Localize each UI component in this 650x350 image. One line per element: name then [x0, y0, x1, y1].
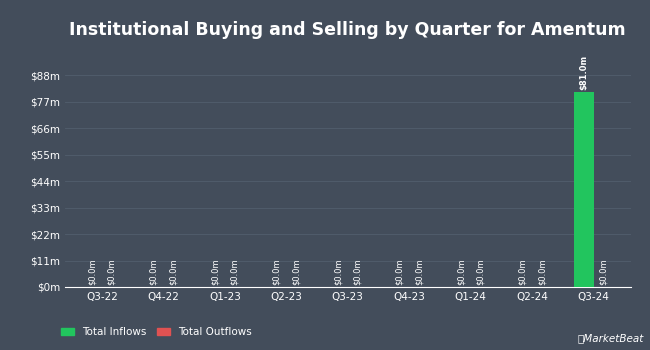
- Text: $0.0m: $0.0m: [599, 258, 608, 285]
- Text: $0.0m: $0.0m: [538, 258, 547, 285]
- Text: $81.0m: $81.0m: [579, 55, 588, 90]
- Text: $0.0m: $0.0m: [107, 258, 116, 285]
- Legend: Total Inflows, Total Outflows: Total Inflows, Total Outflows: [57, 323, 255, 341]
- Text: $0.0m: $0.0m: [456, 258, 465, 285]
- Text: $0.0m: $0.0m: [476, 258, 485, 285]
- Text: $0.0m: $0.0m: [415, 258, 424, 285]
- Text: $0.0m: $0.0m: [353, 258, 362, 285]
- Text: $0.0m: $0.0m: [230, 258, 239, 285]
- Text: $0.0m: $0.0m: [292, 258, 300, 285]
- Text: $0.0m: $0.0m: [149, 258, 158, 285]
- Text: $0.0m: $0.0m: [272, 258, 281, 285]
- Text: $0.0m: $0.0m: [211, 258, 220, 285]
- Title: Institutional Buying and Selling by Quarter for Amentum: Institutional Buying and Selling by Quar…: [70, 21, 626, 39]
- Text: $0.0m: $0.0m: [518, 258, 527, 285]
- Text: $0.0m: $0.0m: [169, 258, 177, 285]
- Text: $0.0m: $0.0m: [333, 258, 343, 285]
- Text: $0.0m: $0.0m: [88, 258, 97, 285]
- Bar: [574, 92, 593, 287]
- Text: $0.0m: $0.0m: [395, 258, 404, 285]
- Text: ⼿MarketBeat: ⼿MarketBeat: [577, 333, 644, 343]
